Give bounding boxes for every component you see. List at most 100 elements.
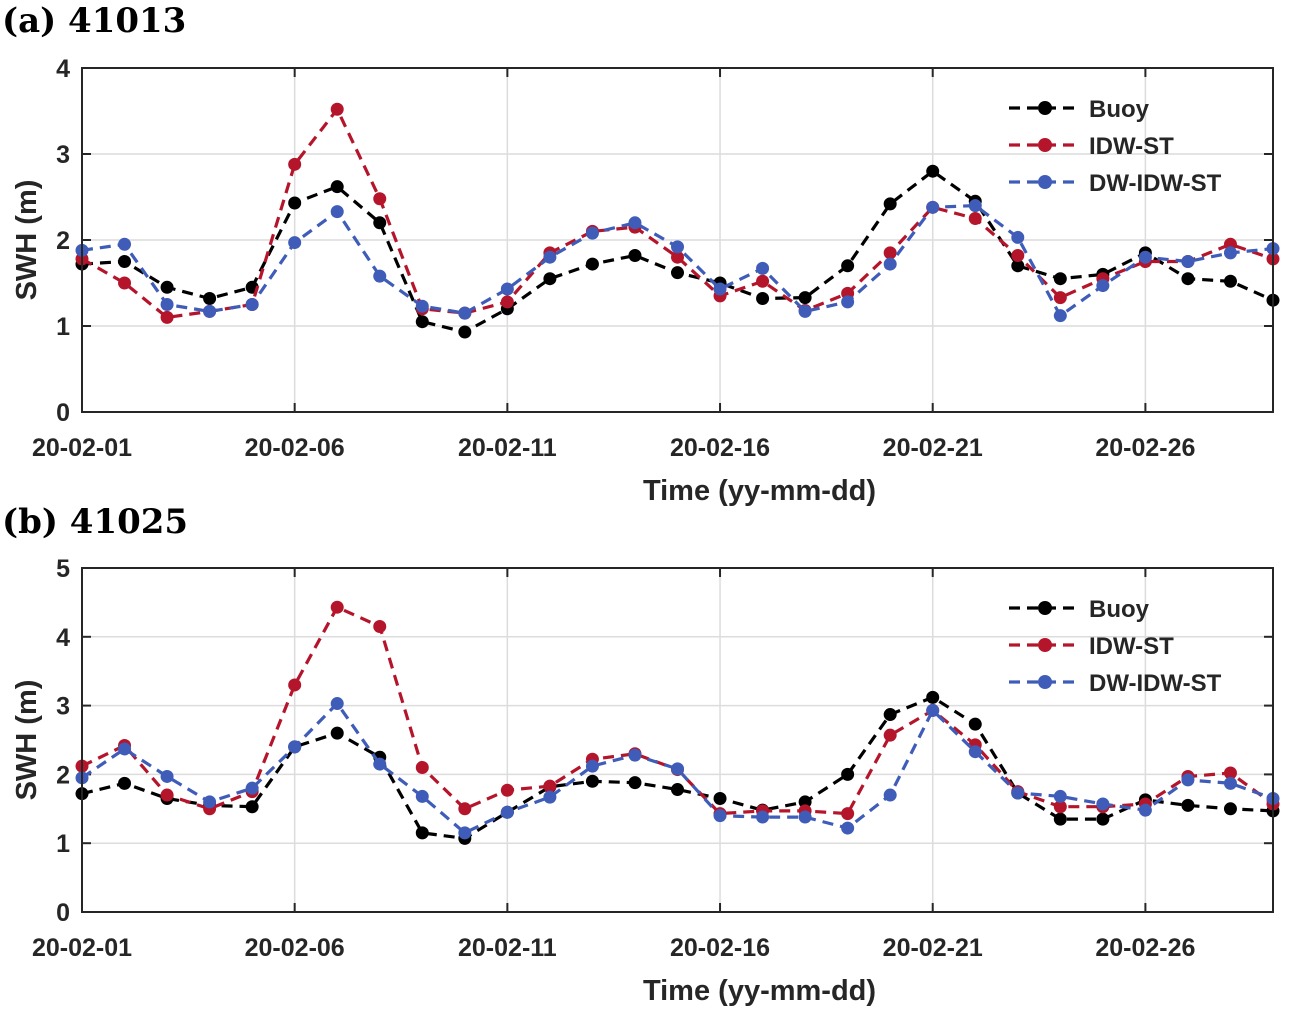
data-point-buoy <box>330 180 344 194</box>
y-tick-label: 4 <box>56 624 70 652</box>
data-point-dw-idw-st <box>756 261 770 275</box>
data-point-dw-idw-st <box>713 809 727 823</box>
data-point-dw-idw-st <box>118 742 132 756</box>
data-point-idw-st <box>1011 248 1025 262</box>
data-point-dw-idw-st <box>1181 255 1195 268</box>
y-tick-label: 5 <box>56 555 70 583</box>
y-tick-label: 0 <box>56 899 70 927</box>
legend-label-dw-idw-st: DW-IDW-ST <box>1089 670 1222 697</box>
data-point-buoy <box>330 726 344 740</box>
axes-frame <box>81 567 1274 913</box>
data-point-buoy <box>118 776 132 790</box>
data-point-buoy <box>415 315 429 329</box>
series-line-buoy <box>81 695 1274 841</box>
data-point-idw-st <box>458 802 472 816</box>
data-point-dw-idw-st <box>968 199 982 213</box>
y-tick-label: 3 <box>56 141 70 169</box>
data-point-buoy <box>203 291 217 305</box>
data-point-dw-idw-st <box>245 298 259 311</box>
data-point-dw-idw-st <box>458 826 472 840</box>
data-point-dw-idw-st <box>713 282 727 296</box>
data-point-buoy <box>415 826 429 840</box>
data-point-idw-st <box>543 779 557 793</box>
data-point-idw-st <box>883 246 897 260</box>
data-point-dw-idw-st <box>1223 776 1237 790</box>
data-point-buoy <box>968 717 982 731</box>
data-point-dw-idw-st <box>543 250 557 264</box>
data-point-idw-st <box>118 276 132 290</box>
x-tick-label: 20-02-26 <box>1095 934 1195 962</box>
data-point-dw-idw-st <box>330 205 344 219</box>
legend-label-idw-st: IDW-ST <box>1089 633 1174 660</box>
data-point-idw-st <box>373 619 387 633</box>
data-point-buoy <box>756 291 770 305</box>
data-point-idw-st <box>841 807 855 821</box>
legend-label-idw-st: IDW-ST <box>1089 133 1174 160</box>
data-point-buoy <box>926 690 940 704</box>
data-point-dw-idw-st <box>671 240 684 254</box>
y-tick-label: 2 <box>56 227 70 255</box>
data-point-dw-idw-st <box>968 745 982 759</box>
x-tick-label: 20-02-01 <box>32 934 132 962</box>
data-point-buoy <box>628 248 642 262</box>
legend-label-buoy: Buoy <box>1089 596 1150 623</box>
data-point-buoy <box>118 255 132 268</box>
data-point-dw-idw-st <box>1096 279 1110 293</box>
y-tick-label: 2 <box>56 761 70 789</box>
legend-label-dw-idw-st: DW-IDW-ST <box>1089 170 1222 197</box>
data-point-dw-idw-st <box>798 304 812 318</box>
data-point-idw-st <box>671 250 684 264</box>
data-point-buoy <box>1181 798 1195 812</box>
data-point-idw-st <box>330 600 344 614</box>
data-point-dw-idw-st <box>585 759 599 773</box>
panel-b: (b) 41025 0 1 2 3 4 5 20-02-01 20-02-06 20-02-11 2… <box>2 502 1280 1007</box>
y-axis-label: SWH (m) <box>11 680 43 801</box>
data-point-buoy <box>585 257 599 271</box>
data-point-dw-idw-st <box>118 237 132 251</box>
data-point-dw-idw-st <box>883 788 897 802</box>
data-point-buoy <box>671 783 684 797</box>
data-point-idw-st <box>1223 766 1237 780</box>
legend-marker-idw-st <box>1038 638 1052 652</box>
data-point-buoy <box>883 197 897 211</box>
data-point-dw-idw-st <box>373 757 387 771</box>
y-tick-label: 0 <box>56 399 70 427</box>
data-point-idw-st <box>1053 800 1067 814</box>
data-point-dw-idw-st <box>543 790 557 804</box>
data-point-dw-idw-st <box>415 299 429 313</box>
data-point-dw-idw-st <box>883 257 897 271</box>
y-axis-label: SWH (m) <box>11 180 43 301</box>
data-point-dw-idw-st <box>926 200 940 214</box>
data-point-buoy <box>585 774 599 788</box>
data-point-buoy <box>1053 272 1067 286</box>
data-point-idw-st <box>160 788 174 802</box>
data-point-dw-idw-st <box>203 795 217 809</box>
data-point-buoy <box>543 272 557 286</box>
data-point-idw-st <box>968 212 982 225</box>
data-point-buoy <box>245 800 259 814</box>
series-dw-idw-st <box>75 199 1280 323</box>
data-point-dw-idw-st <box>500 805 514 819</box>
data-point-dw-idw-st <box>1011 230 1025 244</box>
data-point-buoy <box>713 791 727 805</box>
y-tick-label: 3 <box>56 693 70 721</box>
series-dw-idw-st <box>75 697 1280 840</box>
panel-title: (b) 41025 <box>2 502 188 542</box>
data-point-idw-st <box>500 783 514 797</box>
x-tick-label: 20-02-11 <box>458 434 557 462</box>
data-point-dw-idw-st <box>330 697 344 711</box>
data-point-dw-idw-st <box>1053 309 1067 323</box>
data-point-buoy <box>1181 272 1195 286</box>
data-point-dw-idw-st <box>458 306 472 320</box>
data-point-dw-idw-st <box>245 781 259 795</box>
data-point-dw-idw-st <box>1181 773 1195 787</box>
x-tick-label: 20-02-11 <box>458 934 557 962</box>
data-point-idw-st <box>373 192 387 206</box>
x-tick-label: 20-02-06 <box>245 434 345 462</box>
x-tick-label: 20-02-01 <box>32 434 132 462</box>
x-axis-label: Time (yy-mm-dd) <box>643 975 876 1007</box>
data-point-dw-idw-st <box>1223 246 1237 260</box>
data-point-buoy <box>373 216 387 230</box>
data-point-buoy <box>1223 274 1237 288</box>
